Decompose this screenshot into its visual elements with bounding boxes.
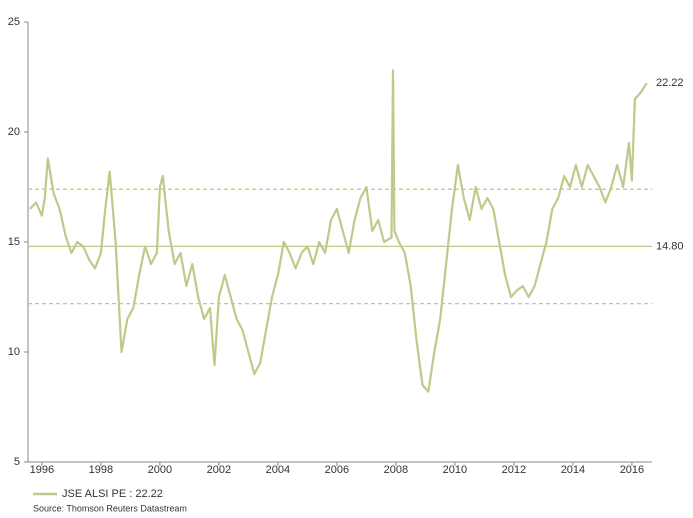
- reference-label: 14.80: [656, 240, 684, 252]
- y-tick-label: 25: [8, 16, 20, 28]
- y-tick-label: 15: [8, 236, 20, 248]
- x-tick-label: 1996: [30, 464, 54, 476]
- x-tick-label: 2010: [443, 464, 467, 476]
- x-tick-label: 1998: [89, 464, 113, 476]
- x-tick-label: 2012: [502, 464, 526, 476]
- x-tick-label: 2006: [325, 464, 349, 476]
- x-tick-label: 2014: [561, 464, 585, 476]
- y-tick-label: 20: [8, 126, 20, 138]
- source-note: Source: Thomson Reuters Datastream: [33, 503, 187, 513]
- end-label: 22.22: [656, 77, 684, 89]
- x-tick-label: 2004: [266, 464, 290, 476]
- x-tick-label: 2016: [620, 464, 644, 476]
- x-tick-label: 2000: [148, 464, 172, 476]
- y-tick-label: 5: [14, 456, 20, 468]
- series-line: [29, 69, 648, 393]
- x-tick-label: 2008: [384, 464, 408, 476]
- y-tick-label: 10: [8, 346, 20, 358]
- x-tick-label: 2002: [207, 464, 231, 476]
- legend-label: JSE ALSI PE : 22.22: [62, 488, 163, 500]
